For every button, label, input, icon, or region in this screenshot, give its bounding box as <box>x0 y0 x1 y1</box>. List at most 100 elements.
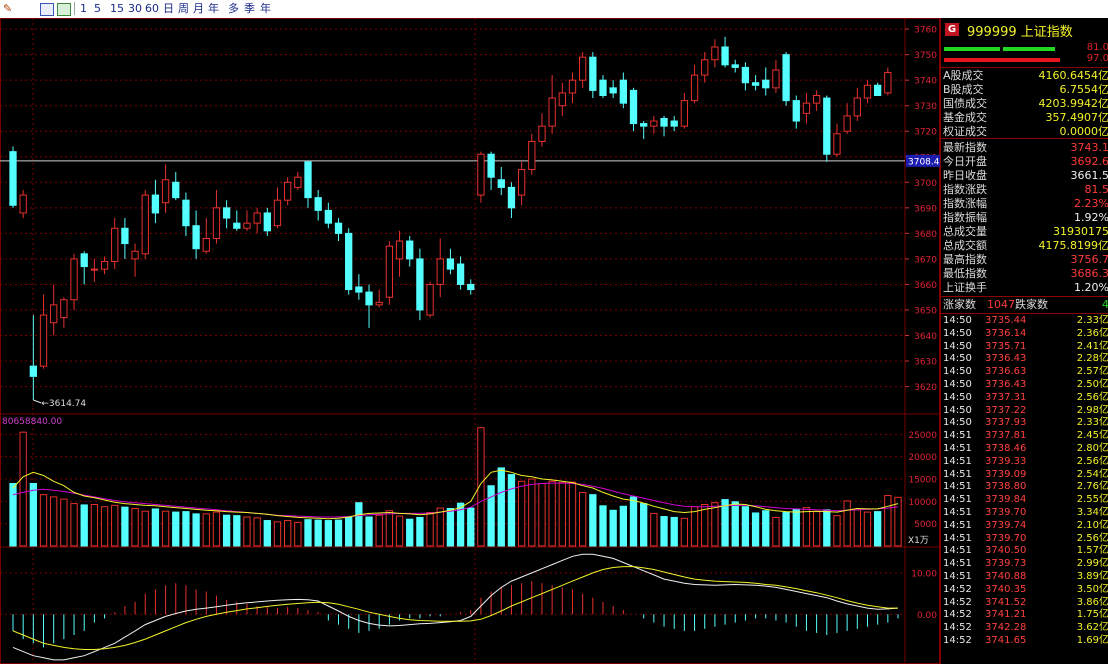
volume-bar-up <box>528 478 536 547</box>
volume-bar-up <box>395 515 404 547</box>
tick-price: 3737.31 <box>985 391 1027 403</box>
candle-down <box>507 186 516 209</box>
field-value: 31930175 <box>1053 225 1108 238</box>
chart-grid <box>0 18 940 664</box>
period-button[interactable]: 周 <box>178 2 189 15</box>
volume-bar-up <box>579 491 587 547</box>
tick-time: 14:52 <box>943 622 972 634</box>
volume-bar-up <box>39 494 48 547</box>
field-label: 最高指数 <box>943 253 987 266</box>
tick-row: 14:50 3736.63 2.57亿 <box>941 366 1108 379</box>
pen-icon[interactable]: ✎ <box>3 2 13 15</box>
volume-bar-down <box>121 506 129 547</box>
candle-up <box>517 169 526 196</box>
candle-down <box>345 232 353 291</box>
candle-up <box>90 268 99 271</box>
field-label: B股成交 <box>943 83 984 96</box>
index-row: 总成交额 4175.8199亿 <box>941 239 1108 253</box>
price-tick-label: 3660 <box>914 281 937 291</box>
volume-bar-down <box>660 516 668 547</box>
period-button[interactable]: 年 <box>260 2 271 15</box>
tick-volume: 2.41亿 <box>1076 340 1108 352</box>
candle-down <box>222 207 231 219</box>
divider <box>941 67 1108 68</box>
period-button[interactable]: 日 <box>163 2 174 15</box>
candle-up <box>253 212 261 224</box>
tick-volume: 2.36亿 <box>1076 327 1108 339</box>
reference-label: 3708.4 <box>908 157 940 167</box>
candle-down <box>467 283 475 291</box>
candle-down <box>660 117 668 127</box>
volume-bar-up <box>131 508 139 547</box>
tick-time: 14:50 <box>943 404 972 416</box>
candle-down <box>365 291 373 306</box>
period-button[interactable]: 15 <box>110 2 124 15</box>
tick-volume: 1.69亿 <box>1076 635 1108 646</box>
tick-price: 3736.43 <box>985 353 1027 365</box>
tick-time: 14:51 <box>943 571 972 582</box>
volume-bar-up <box>477 427 485 547</box>
period-button[interactable]: 多 <box>228 2 239 15</box>
candle-down <box>182 199 190 227</box>
advance-label: 涨家数 <box>943 298 976 311</box>
period-button[interactable]: 60 <box>145 2 159 15</box>
volume-bar-up <box>90 503 99 547</box>
volume-bar-down <box>874 511 882 547</box>
tick-volume: 2.57亿 <box>1076 366 1108 378</box>
period-button[interactable]: 年 <box>208 2 219 15</box>
candle-down <box>121 227 129 245</box>
volume-bar-down <box>589 494 597 547</box>
volume-bar-up <box>284 520 292 547</box>
volume-bar-up <box>690 506 699 547</box>
candle-down <box>314 197 322 211</box>
period-button[interactable]: 30 <box>128 2 142 15</box>
field-value: 1.92% <box>1074 211 1108 224</box>
field-label: A股成交 <box>943 69 984 82</box>
price-tick-label: 3740 <box>914 77 937 87</box>
strength-bars: 81.0 97.0 <box>941 42 1108 66</box>
candlestick-series: ←3614.74 <box>9 36 892 409</box>
field-value: 2.23% <box>1074 197 1108 210</box>
candle-up <box>202 237 210 252</box>
tick-price: 3741.52 <box>985 596 1027 608</box>
chart-canvas: ←3614.74 80658840.00 3620 3630 3640 3650 366… <box>0 18 940 664</box>
candle-down <box>751 82 760 86</box>
volume-bar-down <box>467 507 475 547</box>
volume-bar-down <box>355 502 363 547</box>
chart-icon[interactable] <box>40 3 54 16</box>
tick-time: 14:51 <box>943 545 972 557</box>
tick-volume: 3.86亿 <box>1076 596 1108 608</box>
tick-row: 14:50 3736.14 2.36亿 <box>941 328 1108 341</box>
volume-bar-down <box>721 499 729 547</box>
tick-time: 14:50 <box>943 391 972 403</box>
candle-up <box>100 260 109 270</box>
tick-row: 14:51 3739.70 3.34亿 <box>941 507 1108 520</box>
volume-label: 80658840.00 <box>2 417 62 427</box>
period-button[interactable]: 季 <box>244 2 255 15</box>
tick-row: 14:51 3740.50 1.57亿 <box>941 545 1108 558</box>
price-tick-label: 3640 <box>914 332 937 342</box>
period-button[interactable]: 5 <box>94 2 101 15</box>
candle-down <box>172 181 180 199</box>
buy-strength-bar-2 <box>1003 47 1055 51</box>
period-button[interactable]: 1 <box>80 2 87 15</box>
index-code-name[interactable]: 999999 上证指数 <box>967 25 1073 40</box>
candle-up <box>711 46 719 61</box>
tick-price: 3742.28 <box>985 622 1027 634</box>
candle-up <box>50 304 58 324</box>
candle-up <box>772 69 780 89</box>
grid-icon[interactable] <box>57 3 71 16</box>
volume-bar-up <box>294 521 302 547</box>
volume-tick-label: 10000 <box>908 498 937 508</box>
period-button[interactable]: 月 <box>193 2 204 15</box>
volume-bar-down <box>670 516 678 547</box>
field-value: 3661.5 <box>1070 169 1108 182</box>
tick-time: 14:51 <box>943 481 972 493</box>
candle-up <box>568 79 577 94</box>
index-row: 最新指数 3743.1 <box>941 141 1108 155</box>
volume-bar-down <box>29 483 37 547</box>
low-label: ←3614.74 <box>41 399 86 409</box>
volume-bar-up <box>558 482 566 547</box>
price-tick-label: 3680 <box>914 230 937 240</box>
advance-count: 1047 <box>987 298 1015 311</box>
